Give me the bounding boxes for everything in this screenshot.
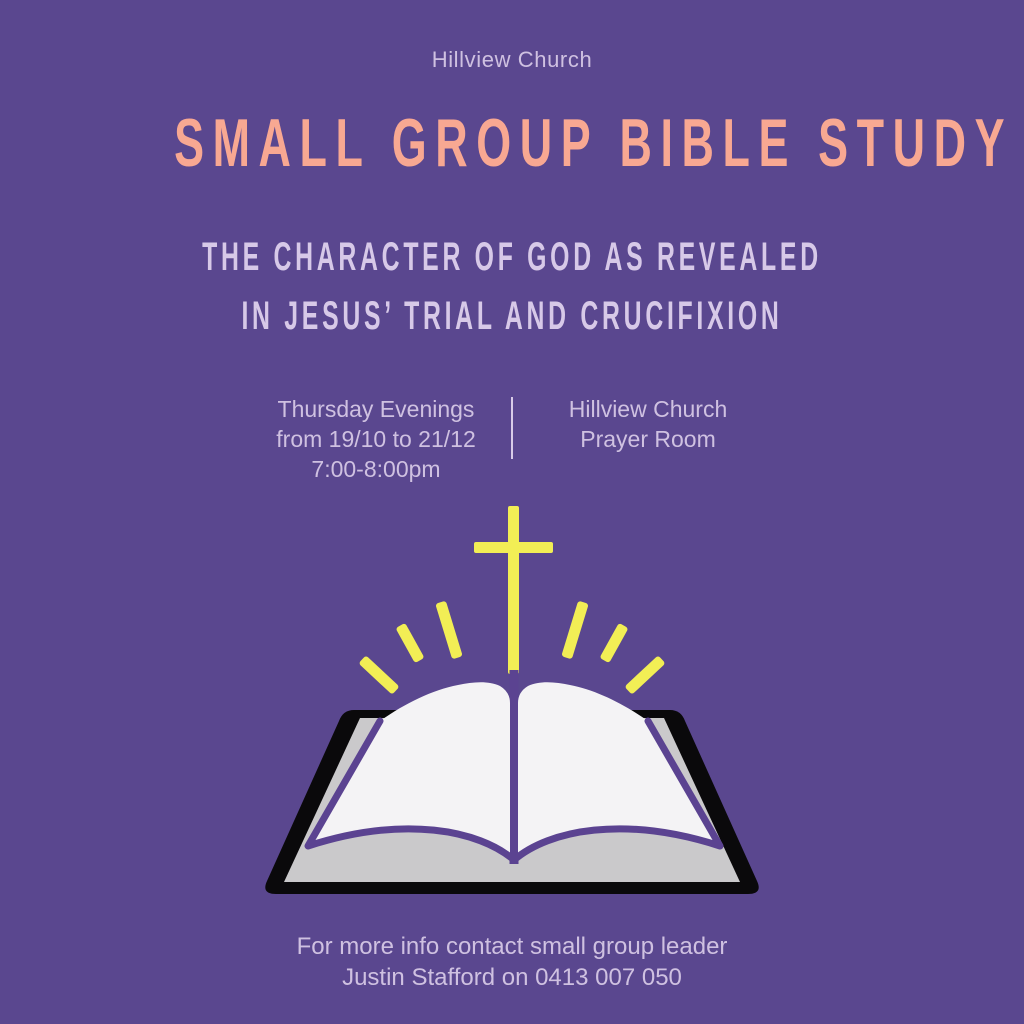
subtitle-line-1: THE CHARACTER OF GOD AS REVEALED [202,235,822,279]
details-row: Thursday Evenings from 19/10 to 21/12 7:… [0,394,1024,484]
spine-gap [509,670,519,864]
schedule-days: Thursday Evenings [277,396,475,422]
left-page [308,682,510,859]
contact-line-1: For more info contact small group leader [296,933,728,960]
flyer-subtitle: THE CHARACTER OF GOD AS REVEALED IN JESU… [195,228,830,346]
contact-info: For more info contact small group leader… [0,931,1024,993]
page-trim [304,717,724,864]
location-room: Prayer Room [580,426,716,452]
cross-icon [474,506,553,674]
schedule-time: 7:00-8:00pm [311,456,441,482]
open-bible-cross-illustration [265,506,759,894]
right-page [518,682,720,859]
contact-line-2: Justin Stafford on 0413 007 050 [342,964,682,991]
location-block: Hillview Church Prayer Room [523,394,773,454]
location-name: Hillview Church [568,396,728,422]
schedule-block: Thursday Evenings from 19/10 to 21/12 7:… [251,394,501,484]
schedule-dates: from 19/10 to 21/12 [276,426,476,452]
church-name: Hillview Church [431,47,593,72]
subtitle-line-2: IN JESUS’ TRIAL AND CRUCIFIXION [241,294,783,338]
flyer-title: SMALL GROUP BIBLE STUDY [174,105,1014,181]
light-rays-icon [359,601,665,694]
vertical-divider [511,397,513,459]
